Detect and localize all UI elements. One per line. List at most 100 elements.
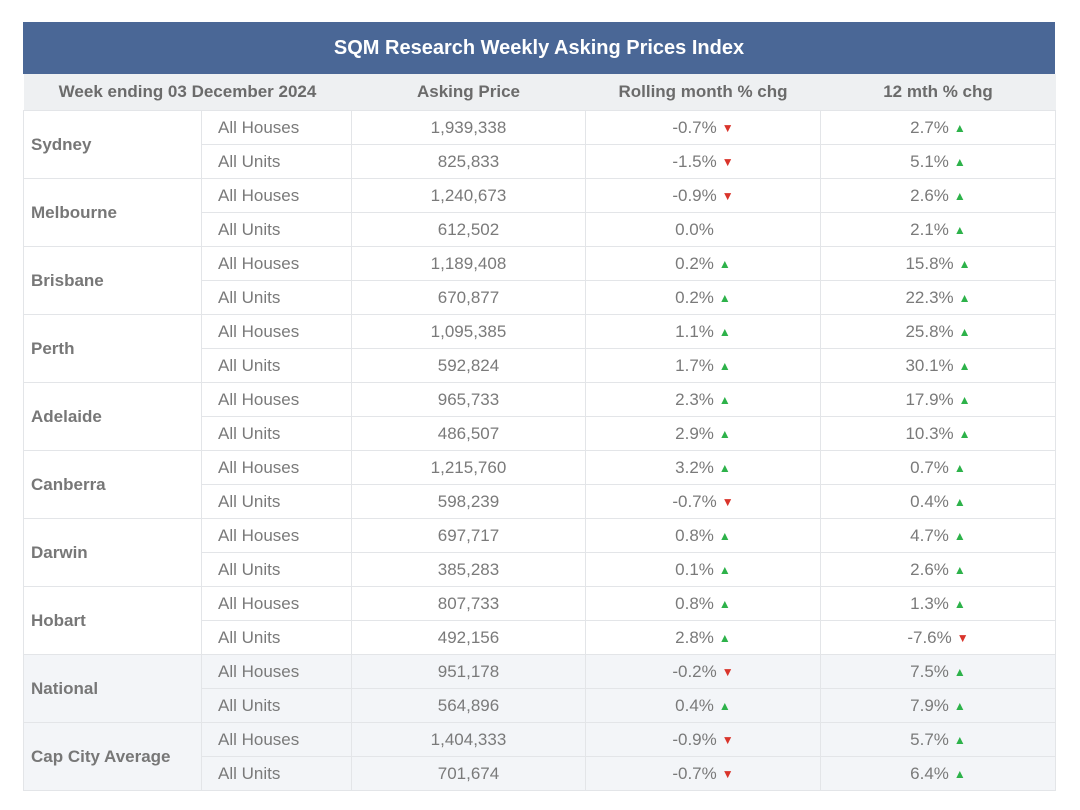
twelve-month-change-cell: 10.3% ▲: [820, 416, 1056, 451]
rolling-month-change-value: 0.2%: [675, 253, 714, 273]
asking-price-value: 807,733: [351, 586, 586, 621]
rolling-month-change-cell: -0.7% ▼: [585, 110, 821, 145]
triangle-up-icon: ▲: [718, 460, 731, 475]
triangle-up-icon: ▲: [953, 460, 966, 475]
property-type: All Houses: [201, 586, 352, 621]
twelve-month-change-value: 30.1%: [905, 355, 954, 375]
triangle-up-icon: ▲: [718, 256, 731, 271]
table-row: All Units 825,833 -1.5% ▼ 5.1% ▲: [24, 144, 1056, 179]
triangle-up-icon: ▲: [953, 494, 966, 509]
twelve-month-change-cell: 7.9% ▲: [820, 688, 1056, 723]
twelve-month-change-cell: 2.6% ▲: [820, 552, 1056, 587]
property-type: All Houses: [201, 450, 352, 485]
twelve-month-change-value: 22.3%: [905, 287, 954, 307]
triangle-up-icon: ▲: [958, 290, 971, 305]
twelve-month-change-value: 1.3%: [910, 593, 949, 613]
triangle-down-icon: ▼: [721, 120, 734, 135]
rolling-month-change-value: 0.1%: [675, 559, 714, 579]
asking-price-value: 697,717: [351, 518, 586, 553]
city-name: Melbourne: [23, 178, 202, 247]
twelve-month-change-cell: 25.8% ▲: [820, 314, 1056, 349]
triangle-up-icon: ▲: [958, 324, 971, 339]
rolling-month-change-value: 2.3%: [675, 389, 714, 409]
twelve-month-change-cell: 1.3% ▲: [820, 586, 1056, 621]
property-type: All Houses: [201, 518, 352, 553]
rolling-month-change-value: 0.8%: [675, 593, 714, 613]
triangle-up-icon: ▲: [718, 324, 731, 339]
asking-price-value: 1,189,408: [351, 246, 586, 281]
city-name: Darwin: [23, 518, 202, 587]
rolling-month-change-value: 0.0%: [675, 219, 714, 239]
property-type: All Units: [201, 620, 352, 655]
rolling-month-change-cell: 0.4% ▲: [585, 688, 821, 723]
rolling-month-change-cell: 0.2% ▲: [585, 246, 821, 281]
triangle-up-icon: ▲: [958, 426, 971, 441]
rolling-month-change-cell: 3.2% ▲: [585, 450, 821, 485]
rolling-month-change-cell: 2.8% ▲: [585, 620, 821, 655]
asking-price-value: 670,877: [351, 280, 586, 315]
table-row: All Units 492,156 2.8% ▲ -7.6% ▼: [24, 620, 1056, 655]
rolling-month-change-cell: -0.7% ▼: [585, 484, 821, 519]
property-type: All Houses: [201, 110, 352, 145]
property-type: All Houses: [201, 382, 352, 417]
table-row: Cap City Average All Houses 1,404,333 -0.9%…: [23, 722, 1056, 791]
triangle-up-icon: ▲: [958, 392, 971, 407]
triangle-up-icon: ▲: [953, 766, 966, 781]
asking-price-value: 701,674: [351, 756, 586, 791]
city-name: Cap City Average: [23, 722, 202, 791]
asking-price-value: 385,283: [351, 552, 586, 587]
twelve-month-change-value: 15.8%: [905, 253, 954, 273]
asking-price-value: 1,404,333: [351, 722, 586, 757]
rolling-month-change-cell: 0.1% ▲: [585, 552, 821, 587]
property-type: All Units: [201, 688, 352, 723]
twelve-month-change-value: 17.9%: [905, 389, 954, 409]
triangle-down-icon: ▼: [721, 732, 734, 747]
asking-price-value: 1,939,338: [351, 110, 586, 145]
table-row: All Units 612,502 0.0% 2.1% ▲: [24, 212, 1056, 247]
rolling-month-change-value: 0.2%: [675, 287, 714, 307]
city-name: Adelaide: [23, 382, 202, 451]
property-type: All Units: [201, 280, 352, 315]
asking-price-value: 1,215,760: [351, 450, 586, 485]
triangle-up-icon: ▲: [953, 222, 966, 237]
property-type: All Houses: [201, 654, 352, 689]
property-type: All Houses: [201, 246, 352, 281]
table-row: National All Houses 951,178 -0.2% ▼ 7.5% ▲: [23, 654, 1056, 723]
twelve-month-change-cell: 4.7% ▲: [820, 518, 1056, 553]
asking-price-value: 598,239: [351, 484, 586, 519]
twelve-month-change-value: 7.5%: [910, 661, 949, 681]
table-row: Darwin All Houses 697,717 0.8% ▲ 4.7% ▲: [23, 518, 1056, 587]
rolling-month-change-cell: 1.1% ▲: [585, 314, 821, 349]
table-row: Brisbane All Houses 1,189,408 0.2% ▲ 15.8% ▲: [23, 246, 1056, 315]
property-type: All Units: [201, 212, 352, 247]
twelve-month-change-cell: 0.4% ▲: [820, 484, 1056, 519]
property-type: All Houses: [201, 178, 352, 213]
triangle-up-icon: ▲: [718, 630, 731, 645]
twelve-month-change-cell: 15.8% ▲: [820, 246, 1056, 281]
rolling-month-change-value: -0.7%: [672, 117, 717, 137]
twelve-month-change-value: 7.9%: [910, 695, 949, 715]
twelve-month-change-value: 2.6%: [910, 185, 949, 205]
twelve-month-change-header: 12 mth % chg: [820, 74, 1056, 111]
asking-price-value: 965,733: [351, 382, 586, 417]
city-name: Sydney: [23, 110, 202, 179]
table-title: SQM Research Weekly Asking Prices Index: [23, 22, 1055, 74]
twelve-month-change-value: 10.3%: [905, 423, 954, 443]
twelve-month-change-value: 2.6%: [910, 559, 949, 579]
city-name: Perth: [23, 314, 202, 383]
asking-price-value: 564,896: [351, 688, 586, 723]
twelve-month-change-cell: 0.7% ▲: [820, 450, 1056, 485]
asking-price-value: 492,156: [351, 620, 586, 655]
city-name: Canberra: [23, 450, 202, 519]
twelve-month-change-cell: 17.9% ▲: [820, 382, 1056, 417]
city-name: Hobart: [23, 586, 202, 655]
twelve-month-change-cell: 2.7% ▲: [820, 110, 1056, 145]
asking-price-value: 951,178: [351, 654, 586, 689]
rolling-month-change-cell: 0.2% ▲: [585, 280, 821, 315]
rolling-month-change-cell: 0.8% ▲: [585, 518, 821, 553]
triangle-up-icon: ▲: [953, 188, 966, 203]
triangle-up-icon: ▲: [953, 664, 966, 679]
triangle-up-icon: ▲: [958, 256, 971, 271]
asking-price-header: Asking Price: [351, 74, 586, 111]
twelve-month-change-value: 5.7%: [910, 729, 949, 749]
